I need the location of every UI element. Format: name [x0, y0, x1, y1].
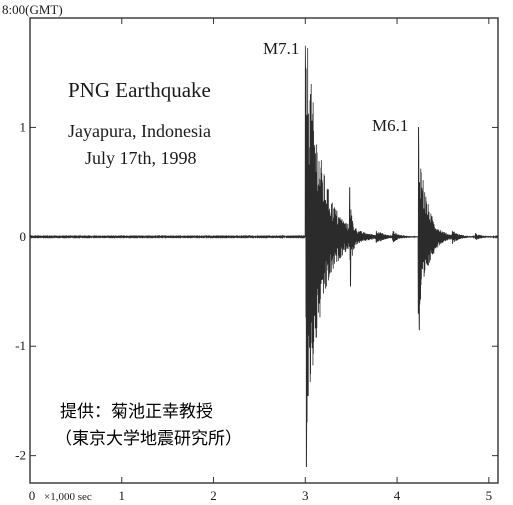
x-axis-unit-label: ×1,000 sec [44, 491, 92, 503]
credit-line-1: 提供：菊池正幸教授 [60, 402, 213, 422]
x-tick-label: 1 [119, 488, 126, 503]
y-tick-labels: -2 -1 0 1 [15, 119, 26, 462]
y-tick-label: 0 [20, 229, 27, 244]
y-tick-label: -1 [15, 338, 26, 353]
x-tick-label: 4 [394, 488, 401, 503]
credit-line-2: （東京大学地震研究所） [55, 429, 242, 449]
start-time-label: 8:00(GMT) [2, 2, 63, 17]
subtitle-line-2: July 17th, 1998 [85, 148, 197, 168]
x-tick-labels: 0 1 2 3 4 5 [29, 488, 492, 503]
x-tick-label: 2 [210, 488, 217, 503]
x-tick-label: 3 [302, 488, 309, 503]
subtitle-line-1: Jayapura, Indonesia [68, 121, 211, 141]
annotation-m61: M6.1 [372, 116, 408, 135]
seismic-trace [29, 45, 499, 467]
chart-title: PNG Earthquake [68, 78, 211, 102]
y-tick-label: -2 [15, 448, 26, 463]
x-tick-label: 5 [486, 488, 493, 503]
annotation-m71: M7.1 [263, 39, 299, 58]
x-tick-label: 0 [29, 488, 36, 503]
y-tick-label: 1 [20, 119, 27, 134]
